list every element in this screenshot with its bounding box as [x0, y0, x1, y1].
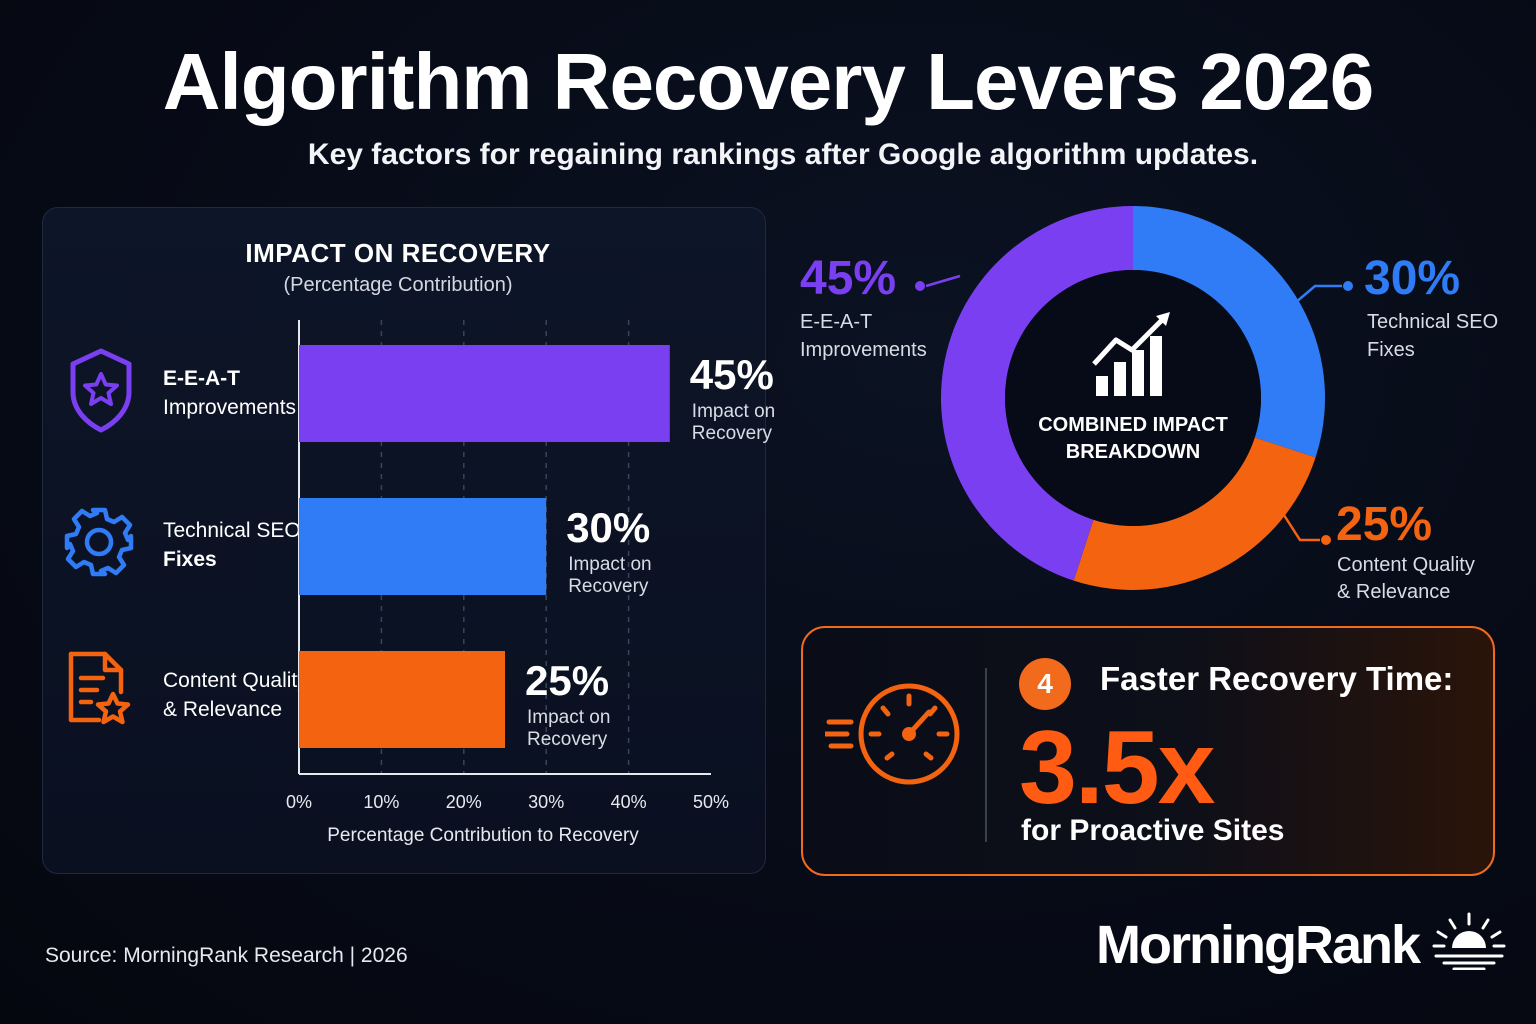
bar-chart-title: IMPACT ON RECOVERY — [245, 238, 551, 268]
category-technical-seo-line2: Fixes — [163, 548, 217, 571]
donut-label-eeat-line1: E-E-A-T — [800, 311, 872, 333]
connector-dot-eeat — [915, 281, 925, 291]
category-content-quality: Content Quality & Relevance — [63, 648, 308, 738]
faster-recovery-card: 4 Faster Recovery Time: 3.5x for Proacti… — [801, 626, 1495, 876]
page-title: Algorithm Recovery Levers 2026 — [162, 37, 1375, 126]
x-tick-label: 20% — [446, 792, 482, 812]
donut-slice-2 — [1133, 206, 1325, 458]
bar-chart-subtitle: (Percentage Contribution) — [283, 274, 513, 296]
donut-label-content-quality-line1: Content Quality — [1337, 554, 1475, 576]
bar-3 — [299, 651, 505, 748]
bar-1 — [299, 345, 670, 442]
category-content-quality-line2: & Relevance — [163, 698, 283, 721]
bar-value-caption: Impact on — [692, 401, 775, 422]
bar-chart-panel: IMPACT ON RECOVERY (Percentage Contribut… — [42, 207, 775, 874]
bar-value-caption: Impact on — [568, 554, 651, 575]
category-content-quality-line1: Content Quality — [163, 669, 308, 692]
card-value: 3.5x — [1019, 710, 1215, 826]
connector-eeat — [925, 274, 961, 288]
card-heading: Faster Recovery Time: — [1100, 660, 1454, 697]
page-subtitle: Key factors for regaining rankings after… — [307, 138, 1259, 171]
donut-pct-content-quality: 25% — [1336, 498, 1432, 551]
bar-2 — [299, 498, 547, 595]
growth-chart-icon — [1092, 312, 1170, 396]
bar-value-label: 25% — [525, 657, 609, 704]
bar-value-label: 30% — [566, 504, 650, 551]
bar-chart: 0% 10% 20% 30% 40% 50%45%Impact onRecovery30%… — [286, 320, 775, 812]
x-tick-label: 40% — [611, 792, 647, 812]
shield-star-icon — [70, 348, 132, 433]
category-eeat: E-E-A-T Improvements — [63, 346, 303, 436]
category-eeat-line1: E-E-A-T — [163, 367, 240, 390]
donut-label-technical-seo-line2: Fixes — [1367, 339, 1415, 361]
bar-value-caption: Recovery — [527, 729, 608, 750]
bar-value-caption: Recovery — [568, 576, 649, 597]
donut-center-line2: BREAKDOWN — [1066, 441, 1200, 463]
donut-label-eeat-line2: Improvements — [800, 339, 927, 361]
source-note: Source: MorningRank Research | 2026 — [45, 944, 408, 967]
document-star-icon — [68, 651, 131, 725]
brand-logo: MorningRank — [1096, 915, 1421, 975]
connector-dot-content-quality — [1321, 535, 1331, 545]
category-technical-seo: Technical SEO Fixes — [63, 498, 303, 588]
donut-label-content-quality-line2: & Relevance — [1337, 581, 1450, 603]
bar-value-caption: Recovery — [692, 423, 773, 444]
x-tick-label: 30% — [528, 792, 564, 812]
x-axis-label: Percentage Contribution to Recovery — [327, 825, 639, 846]
donut-chart: 45% E-E-A-T Improvements 30% Technical S… — [800, 206, 1498, 603]
speedometer-icon — [825, 683, 960, 785]
card-footer: for Proactive Sites — [1021, 814, 1285, 847]
donut-slice-3 — [1073, 437, 1316, 590]
bar-value-caption: Impact on — [527, 707, 610, 728]
gear-icon — [64, 507, 134, 577]
connector-technical-seo — [1294, 284, 1342, 304]
bar-value-label: 45% — [690, 351, 774, 398]
donut-label-technical-seo-line1: Technical SEO — [1367, 311, 1498, 333]
donut-pct-technical-seo: 30% — [1364, 252, 1460, 305]
sunrise-icon — [1432, 912, 1506, 970]
x-tick-label: 50% — [693, 792, 729, 812]
card-badge: 4 — [1019, 658, 1071, 710]
category-eeat-line2: Improvements — [163, 396, 297, 419]
category-technical-seo-line1: Technical SEO — [163, 519, 301, 542]
x-tick-label: 0% — [286, 792, 312, 812]
card-divider — [985, 668, 987, 842]
donut-hole — [1005, 270, 1261, 526]
connector-dot-technical-seo — [1343, 281, 1353, 291]
donut-pct-eeat: 45% — [800, 252, 896, 305]
donut-center-line1: COMBINED IMPACT — [1038, 414, 1228, 436]
x-tick-label: 10% — [363, 792, 399, 812]
donut-slice-1 — [941, 206, 1133, 581]
connector-content-quality — [1280, 511, 1320, 542]
